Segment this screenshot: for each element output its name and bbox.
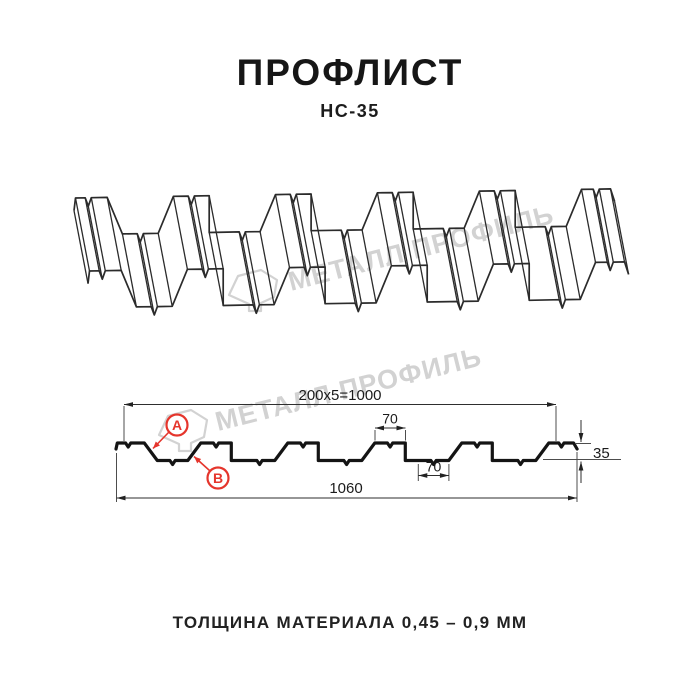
dim-profile-height: 35 [543,420,621,483]
dim-label-profile-height: 35 [593,445,610,462]
dim-label-working-width: 200x5=1000 [299,387,382,404]
dim-label-valley-width: 70 [426,459,442,475]
callout-b: В [193,455,230,490]
callout-a: А [152,413,189,450]
callout-a-letter: А [172,417,182,433]
profile-model: НС-35 [320,101,380,121]
dim-valley-width: 70 [417,459,450,481]
dim-overall-width: 1060 [116,452,578,502]
metal-profil-logo-icon [227,268,279,313]
dim-label-overall-width: 1060 [329,480,362,497]
page-title: ПРОФЛИСТ [236,52,464,93]
callout-a-circle [165,413,189,437]
thickness-caption: ТОЛЩИНА МАТЕРИАЛА 0,45 – 0,9 ММ [172,613,528,632]
dim-working-width: 200x5=1000 [123,387,557,441]
dim-crest-width: 70 [374,411,406,441]
sheet-3d-drawing [73,188,630,316]
dim-label-crest-width: 70 [382,411,398,427]
header: ПРОФЛИСТ НС-35 [0,54,700,122]
callout-b-circle [206,466,230,490]
callout-b-letter: В [213,470,223,486]
footer: ТОЛЩИНА МАТЕРИАЛА 0,45 – 0,9 ММ [0,613,700,633]
cross-section-drawing [114,441,579,467]
metal-profil-logo-icon [157,408,209,453]
